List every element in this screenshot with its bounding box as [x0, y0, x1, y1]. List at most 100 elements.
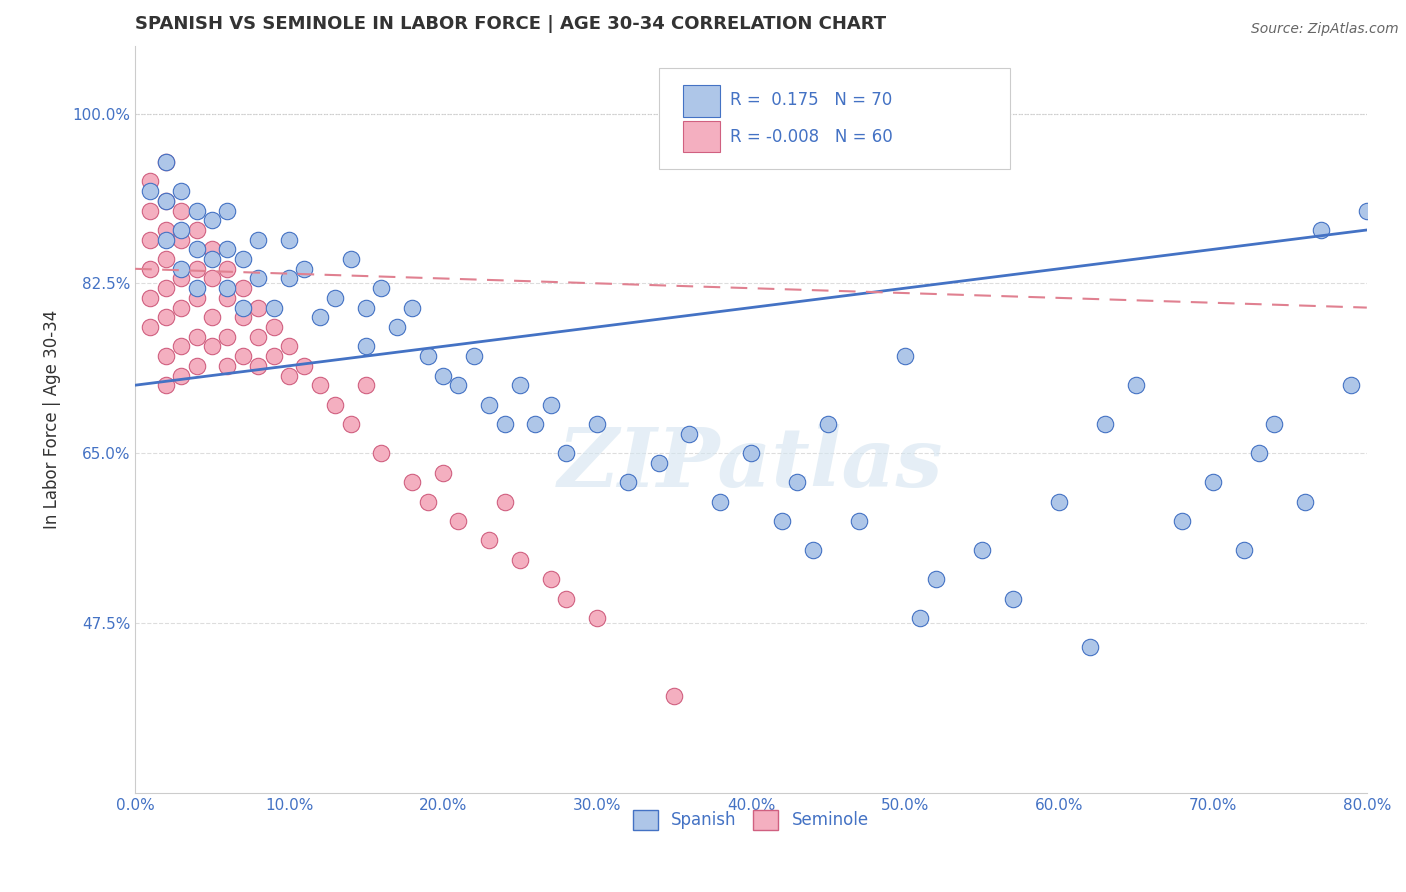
- Point: [278, 271, 301, 285]
- Point: [155, 194, 177, 208]
- Point: [170, 184, 193, 198]
- Point: [247, 359, 270, 373]
- Point: [263, 349, 285, 363]
- Point: [232, 252, 254, 266]
- Point: [155, 310, 177, 325]
- Point: [1309, 223, 1331, 237]
- Point: [186, 281, 208, 295]
- Point: [354, 301, 377, 315]
- Point: [416, 494, 439, 508]
- Point: [509, 378, 531, 392]
- Point: [370, 446, 392, 460]
- Point: [155, 223, 177, 237]
- Point: [247, 301, 270, 315]
- Point: [170, 223, 193, 237]
- Point: [662, 689, 685, 703]
- Point: [401, 301, 423, 315]
- Point: [494, 494, 516, 508]
- Point: [478, 398, 501, 412]
- Point: [323, 291, 346, 305]
- Point: [139, 320, 162, 334]
- Point: [170, 233, 193, 247]
- Point: [294, 359, 316, 373]
- Point: [447, 514, 470, 528]
- Point: [308, 310, 330, 325]
- Point: [709, 494, 731, 508]
- Point: [155, 155, 177, 169]
- Point: [217, 359, 239, 373]
- Point: [494, 417, 516, 431]
- Point: [155, 281, 177, 295]
- Point: [555, 591, 578, 606]
- Legend: Spanish, Seminole: Spanish, Seminole: [626, 803, 876, 837]
- Point: [354, 378, 377, 392]
- Point: [910, 611, 932, 625]
- Point: [308, 378, 330, 392]
- Point: [170, 339, 193, 353]
- Point: [370, 281, 392, 295]
- Point: [540, 398, 562, 412]
- Point: [740, 446, 762, 460]
- Text: SPANISH VS SEMINOLE IN LABOR FORCE | AGE 30-34 CORRELATION CHART: SPANISH VS SEMINOLE IN LABOR FORCE | AGE…: [135, 15, 886, 33]
- Point: [186, 291, 208, 305]
- Point: [354, 339, 377, 353]
- Point: [139, 184, 162, 198]
- Point: [586, 417, 609, 431]
- Point: [1355, 203, 1378, 218]
- Point: [678, 426, 700, 441]
- Point: [201, 213, 224, 227]
- Point: [170, 261, 193, 276]
- Point: [1094, 417, 1116, 431]
- Point: [263, 320, 285, 334]
- Point: [155, 252, 177, 266]
- Point: [201, 243, 224, 257]
- Point: [1233, 543, 1256, 558]
- Point: [555, 446, 578, 460]
- Point: [323, 398, 346, 412]
- Point: [786, 475, 808, 490]
- Point: [401, 475, 423, 490]
- Point: [139, 233, 162, 247]
- Point: [432, 368, 454, 383]
- Point: [770, 514, 793, 528]
- Point: [155, 349, 177, 363]
- Point: [155, 378, 177, 392]
- Point: [232, 281, 254, 295]
- Point: [524, 417, 547, 431]
- Point: [186, 329, 208, 343]
- Point: [247, 271, 270, 285]
- Point: [540, 572, 562, 586]
- Point: [1247, 446, 1270, 460]
- Point: [1047, 494, 1070, 508]
- FancyBboxPatch shape: [683, 121, 720, 153]
- Point: [217, 203, 239, 218]
- Point: [385, 320, 408, 334]
- Point: [232, 310, 254, 325]
- Point: [217, 243, 239, 257]
- Point: [339, 252, 361, 266]
- Point: [186, 261, 208, 276]
- Point: [278, 368, 301, 383]
- Point: [1078, 640, 1101, 654]
- Point: [432, 466, 454, 480]
- Point: [217, 281, 239, 295]
- Point: [848, 514, 870, 528]
- Point: [232, 301, 254, 315]
- Point: [447, 378, 470, 392]
- Point: [647, 456, 669, 470]
- Text: Source: ZipAtlas.com: Source: ZipAtlas.com: [1251, 22, 1399, 37]
- Y-axis label: In Labor Force | Age 30-34: In Labor Force | Age 30-34: [44, 310, 60, 529]
- Point: [170, 368, 193, 383]
- Point: [970, 543, 993, 558]
- Point: [294, 261, 316, 276]
- Text: ZIPatlas: ZIPatlas: [558, 424, 943, 504]
- Point: [232, 349, 254, 363]
- Point: [463, 349, 485, 363]
- Point: [247, 329, 270, 343]
- Point: [1171, 514, 1194, 528]
- Point: [186, 223, 208, 237]
- Point: [217, 261, 239, 276]
- Point: [201, 310, 224, 325]
- Point: [278, 339, 301, 353]
- Point: [894, 349, 917, 363]
